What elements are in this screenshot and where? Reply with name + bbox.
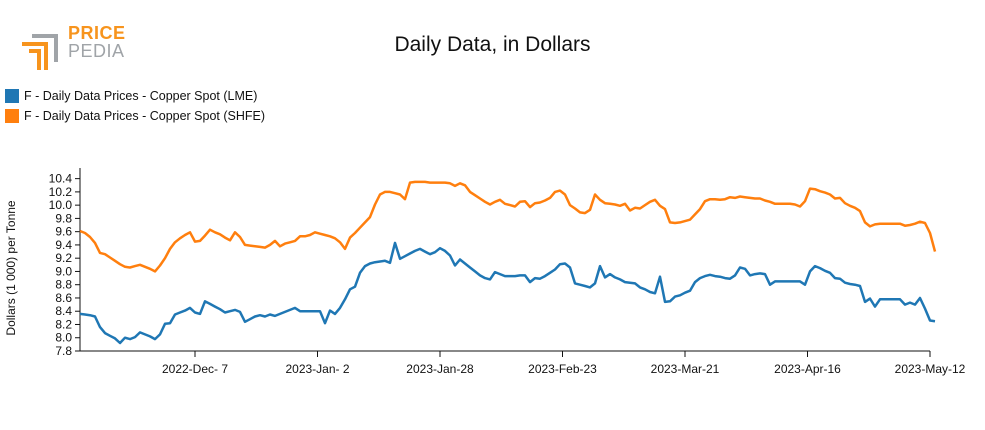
chart-title: Daily Data, in Dollars	[394, 33, 591, 56]
x-tick-label: 2023-May-12	[895, 362, 966, 376]
y-tick-label: 8.4	[55, 304, 72, 318]
y-axis: 7.88.08.28.48.68.89.09.29.49.69.810.010.…	[49, 168, 81, 358]
y-tick-label: 7.8	[55, 344, 72, 358]
logo-line1: PRICE	[68, 23, 126, 43]
x-tick-label: 2023-Jan-28	[406, 362, 474, 376]
y-tick-label: 10.0	[49, 198, 73, 212]
x-tick-label: 2023-Apr-16	[774, 362, 841, 376]
y-tick-label: 8.0	[55, 331, 72, 345]
x-tick-label: 2022-Dec- 7	[162, 362, 228, 376]
y-tick-label: 9.8	[55, 211, 72, 225]
x-tick-label: 2023-Jan- 2	[285, 362, 349, 376]
legend-item-shfe[interactable]: F - Daily Data Prices - Copper Spot (SHF…	[5, 106, 265, 126]
x-tick-label: 2023-Feb-23	[528, 362, 597, 376]
series-line-shfe	[79, 180, 937, 273]
pricepedia-logo: PRICE PEDIA	[18, 22, 128, 74]
series-layer	[79, 180, 937, 345]
legend-item-lme[interactable]: F - Daily Data Prices - Copper Spot (LME…	[5, 86, 265, 106]
y-tick-label: 9.4	[55, 238, 72, 252]
x-tick-label: 2023-Mar-21	[651, 362, 720, 376]
legend-label-shfe: F - Daily Data Prices - Copper Spot (SHF…	[24, 109, 266, 123]
y-tick-label: 10.2	[49, 185, 73, 199]
y-tick-label: 9.2	[55, 251, 72, 265]
series-line-lme	[79, 241, 936, 345]
y-tick-label: 8.8	[55, 278, 72, 292]
legend-swatch-lme	[5, 89, 19, 103]
legend-swatch-shfe	[5, 109, 19, 123]
logo-wordmark: PRICE PEDIA	[68, 24, 126, 60]
y-axis-title: Dollars (1 000) per Tonne	[4, 200, 18, 336]
y-tick-label: 9.0	[55, 264, 72, 278]
y-tick-label: 8.6	[55, 291, 72, 305]
pricepedia-logo-mark	[22, 34, 58, 70]
y-tick-label: 8.2	[55, 317, 72, 331]
y-tick-label: 9.6	[55, 225, 72, 239]
logo-line2: PEDIA	[68, 41, 125, 61]
legend-label-lme: F - Daily Data Prices - Copper Spot (LME…	[24, 89, 258, 103]
chart-legend: F - Daily Data Prices - Copper Spot (LME…	[5, 86, 265, 126]
y-tick-label: 10.4	[49, 172, 73, 186]
x-axis: 2022-Dec- 7 2023-Jan- 2 2023-Jan-28 2023-Fe…	[80, 350, 966, 376]
